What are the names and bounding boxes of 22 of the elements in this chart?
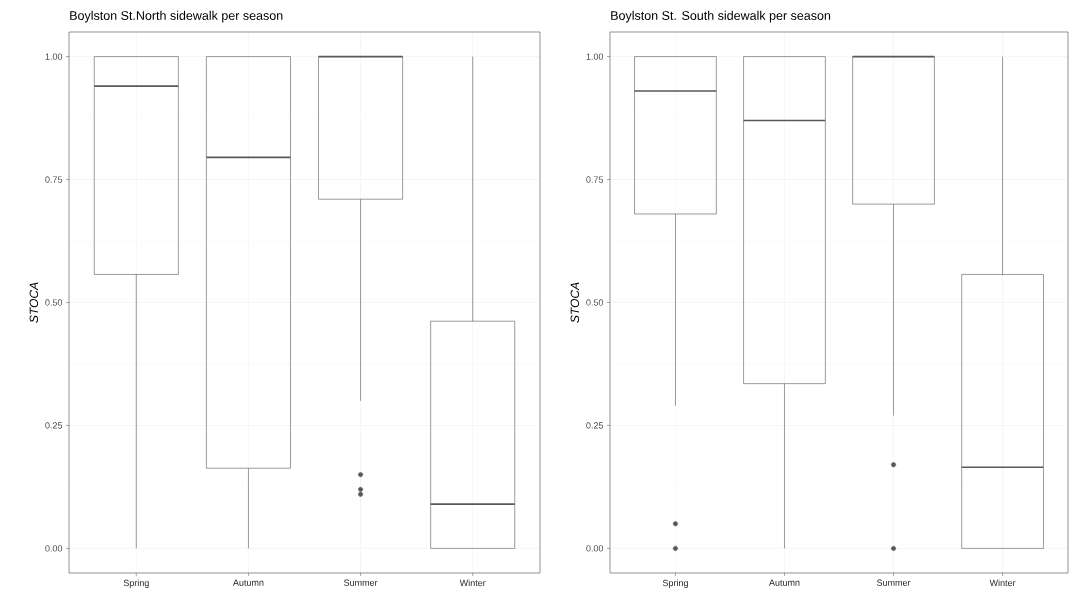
x-tick-label: Spring — [123, 579, 149, 588]
y-tick-label: 0.75 — [45, 176, 63, 183]
x-tick-label: Autumn — [768, 579, 800, 586]
chart-title: Boylston St. South sidewalk per season — [611, 10, 831, 23]
x-tick-label: Summer — [343, 579, 378, 586]
x-tick-label: Winter — [459, 579, 486, 587]
y-tick-label: 1.00 — [45, 53, 63, 60]
y-tick-label: 0.50 — [586, 299, 604, 306]
y-tick-label: 1.00 — [586, 53, 604, 60]
x-tick-label: Summer — [876, 579, 911, 586]
y-tick-label: 0.00 — [586, 545, 604, 552]
y-tick-label: 0.25 — [586, 422, 604, 429]
y-tick-label: 0.25 — [45, 422, 63, 429]
x-tick-label: Spring — [662, 579, 688, 588]
x-tick-label: Winter — [989, 579, 1016, 587]
y-tick-label: 0.00 — [45, 545, 63, 552]
y-tick-label: 0.50 — [45, 299, 63, 306]
chart-title: Boylston St.North sidewalk per season — [70, 10, 283, 23]
y-tick-label: 0.75 — [586, 176, 604, 183]
y-axis-title: STOCA — [570, 282, 580, 323]
x-tick-label: Autumn — [232, 579, 264, 586]
y-axis-title: STOCA — [29, 282, 39, 323]
